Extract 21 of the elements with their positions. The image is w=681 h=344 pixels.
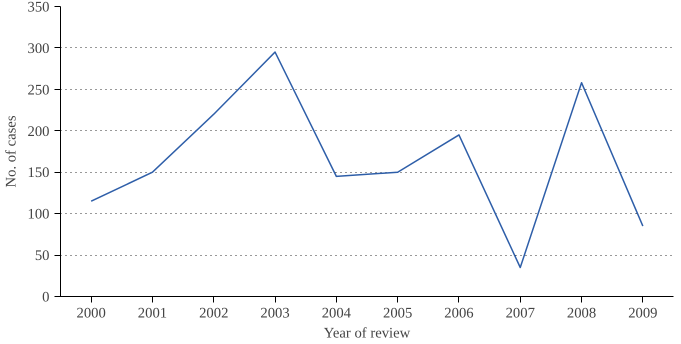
x-tick-label: 2009 <box>628 306 658 322</box>
y-axis-title: No. of cases <box>4 115 20 188</box>
x-tick-label: 2003 <box>260 306 290 322</box>
y-tick-label: 50 <box>34 248 50 264</box>
x-tick-label: 2005 <box>382 306 412 322</box>
x-tick-label: 2001 <box>138 306 168 322</box>
y-tick-label: 200 <box>28 124 50 140</box>
y-tick-label: 0 <box>42 290 50 306</box>
line-series <box>90 51 644 268</box>
y-tick-label: 150 <box>28 165 50 182</box>
x-tick-label: 2004 <box>322 306 352 322</box>
x-tick-label: 2008 <box>566 306 596 322</box>
y-tick-label: 250 <box>28 82 50 98</box>
x-axis-title: Year of review <box>324 326 411 342</box>
x-tick-label: 2000 <box>76 306 106 322</box>
x-tick-label: 2007 <box>506 306 535 322</box>
y-tick-label: 300 <box>28 40 50 57</box>
x-tick-label: 2002 <box>199 306 228 322</box>
y-tick-label: 100 <box>28 206 50 223</box>
x-tick-label: 2006 <box>444 306 474 322</box>
y-tick-label: 350 <box>28 0 50 16</box>
